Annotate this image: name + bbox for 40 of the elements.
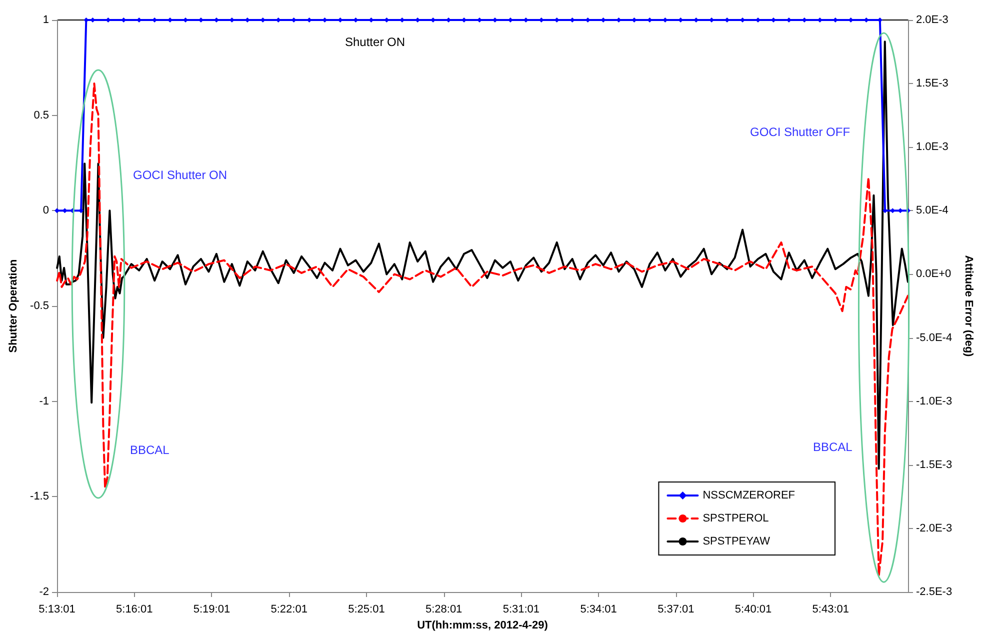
annotation: GOCI Shutter ON	[133, 168, 228, 182]
y2-tick-label: -2.0E-3	[916, 522, 952, 534]
annotation: BBCAL	[813, 440, 853, 454]
x-tick-label: 5:19:01	[193, 604, 230, 616]
legend-label: SPSTPEYAW	[702, 536, 771, 548]
y-tick-label: 0	[42, 204, 49, 217]
y2-axis-title: Attitude Error (deg)	[962, 255, 974, 358]
x-tick-label: 5:34:01	[580, 604, 617, 616]
line-series	[56, 82, 909, 576]
y2-tick-label: -1.0E-3	[916, 395, 952, 408]
y2-tick-label: -5.0E-4	[916, 332, 952, 344]
y-tick-label: 1	[42, 14, 49, 26]
y2-tick-label: 5.0E-4	[916, 204, 948, 217]
legend-label: NSSCMZEROREF	[702, 490, 796, 502]
annotation: BBCAL	[130, 443, 170, 457]
y2-tick-label: -1.5E-3	[916, 458, 952, 471]
x-tick-label: 5:16:01	[116, 604, 153, 616]
y-tick-label: 0.5	[34, 109, 49, 122]
y-tick-label: -0.5	[30, 300, 49, 312]
x-axis-title: UT(hh:mm:ss, 2012-4-29)	[417, 620, 548, 632]
y2-tick-label: -2.5E-3	[916, 586, 952, 598]
y-tick-label: -2	[39, 586, 49, 598]
y-axis-title: Shutter Operation	[8, 258, 20, 353]
annotation: GOCI Shutter OFF	[750, 125, 850, 139]
x-tick-label: 5:40:01	[734, 604, 772, 616]
y2-tick-label: 0.0E+0	[916, 268, 952, 280]
y2-tick-label: 2.0E-3	[916, 14, 948, 26]
x-tick-label: 5:22:01	[270, 604, 308, 616]
x-tick-label: 5:28:01	[425, 604, 462, 616]
x-tick-label: 5:31:01	[502, 604, 540, 616]
y2-tick-label: 1.0E-3	[916, 141, 948, 154]
x-tick-label: 5:13:01	[38, 604, 76, 616]
x-tick-label: 5:25:01	[348, 604, 385, 616]
y2-tick-label: 1.5E-3	[916, 78, 948, 90]
y-tick-label: -1	[39, 395, 49, 408]
annotation: Shutter ON	[345, 35, 406, 49]
x-tick-label: 5:43:01	[812, 604, 849, 616]
legend-label: SPSTPEROL	[702, 512, 769, 524]
y-tick-label: -1.5	[30, 490, 49, 503]
x-tick-label: 5:37:01	[658, 604, 694, 616]
